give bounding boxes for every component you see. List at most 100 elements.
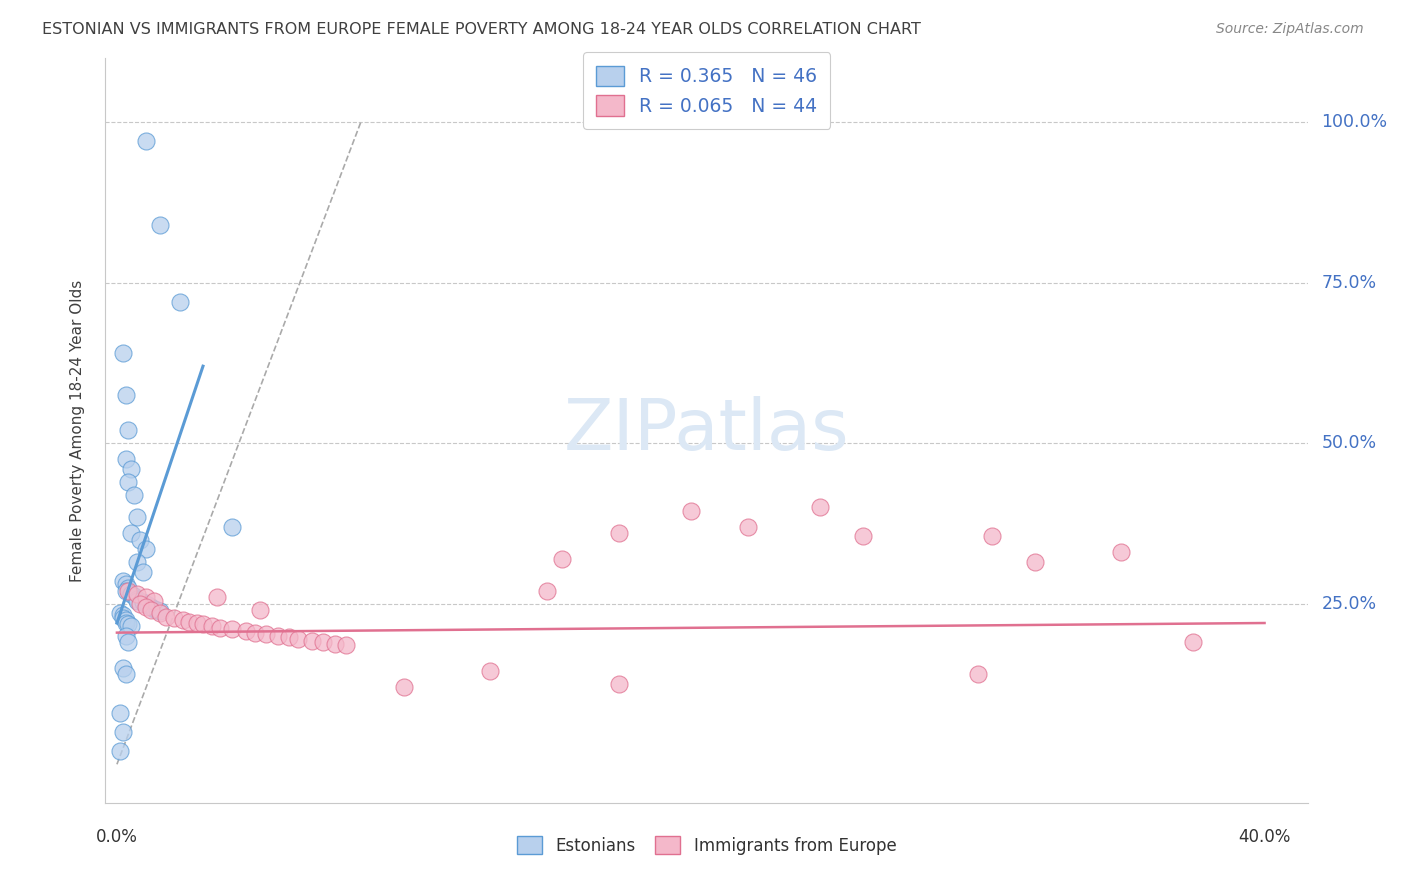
Point [120, 619, 142, 633]
Point [114, 577, 136, 591]
Text: 25.0%: 25.0% [1322, 595, 1376, 613]
Point [128, 597, 150, 611]
Point [550, 551, 572, 566]
Point [108, 744, 131, 758]
Point [207, 591, 229, 605]
Point [221, 623, 243, 637]
Point [125, 510, 148, 524]
Point [235, 624, 257, 638]
Point [221, 519, 243, 533]
Point [209, 620, 232, 634]
Point [143, 602, 166, 616]
Point [149, 604, 172, 618]
Point [243, 625, 266, 640]
Point [266, 629, 288, 643]
Legend: Estonians, Immigrants from Europe: Estonians, Immigrants from Europe [510, 830, 903, 862]
Point [117, 581, 139, 595]
Y-axis label: Female Poverty Among 18-24 Year Olds: Female Poverty Among 18-24 Year Olds [70, 279, 84, 582]
Point [536, 583, 558, 598]
Point [981, 529, 1004, 543]
Point [323, 636, 346, 650]
Point [607, 677, 630, 691]
Point [1024, 555, 1046, 569]
Point [607, 526, 630, 541]
Point [679, 503, 702, 517]
Point [141, 599, 163, 614]
Point [125, 555, 148, 569]
Point [186, 615, 208, 630]
Point [146, 603, 169, 617]
Point [117, 475, 139, 489]
Point [125, 591, 148, 606]
Point [114, 615, 136, 630]
Text: 0.0%: 0.0% [96, 828, 138, 846]
Text: ESTONIAN VS IMMIGRANTS FROM EUROPE FEMALE POVERTY AMONG 18-24 YEAR OLDS CORRELAT: ESTONIAN VS IMMIGRANTS FROM EUROPE FEMAL… [42, 22, 921, 37]
Point [111, 611, 134, 625]
Point [1109, 545, 1132, 559]
Point [111, 725, 134, 739]
Point [278, 630, 301, 644]
Point [122, 487, 145, 501]
Point [191, 617, 214, 632]
Point [163, 611, 186, 625]
Point [1181, 635, 1204, 649]
Point [737, 519, 759, 533]
Text: Source: ZipAtlas.com: Source: ZipAtlas.com [1216, 22, 1364, 37]
Point [108, 706, 131, 720]
Point [114, 388, 136, 402]
Point [135, 542, 157, 557]
Point [143, 593, 166, 607]
Point [177, 615, 200, 629]
Point [117, 583, 139, 598]
Point [128, 533, 150, 547]
Point [135, 591, 157, 605]
Point [117, 635, 139, 649]
Point [132, 595, 155, 609]
Point [111, 661, 134, 675]
Point [254, 627, 277, 641]
Point [120, 526, 142, 541]
Point [120, 587, 142, 601]
Point [111, 346, 134, 360]
Point [125, 587, 148, 601]
Point [117, 424, 139, 438]
Point [478, 664, 501, 678]
Point [169, 295, 191, 310]
Point [149, 607, 172, 621]
Point [111, 574, 134, 589]
Point [287, 632, 309, 646]
Point [114, 667, 136, 681]
Point [135, 597, 157, 611]
Point [201, 619, 224, 633]
Point [852, 529, 875, 543]
Text: 100.0%: 100.0% [1322, 113, 1388, 131]
Point [108, 607, 131, 621]
Text: 75.0%: 75.0% [1322, 274, 1376, 292]
Point [114, 452, 136, 467]
Point [125, 593, 148, 607]
Point [149, 218, 172, 232]
Point [135, 599, 157, 614]
Point [135, 135, 157, 149]
Point [312, 635, 335, 649]
Point [155, 609, 177, 624]
Point [249, 603, 271, 617]
Point [808, 500, 831, 515]
Point [138, 598, 160, 612]
Point [966, 667, 988, 681]
Point [120, 462, 142, 476]
Point [114, 629, 136, 643]
Point [301, 634, 323, 648]
Point [172, 613, 194, 627]
Text: 40.0%: 40.0% [1239, 828, 1291, 846]
Point [335, 639, 357, 653]
Point [141, 603, 163, 617]
Text: ZIPatlas: ZIPatlas [564, 396, 849, 465]
Point [111, 608, 134, 623]
Point [122, 589, 145, 603]
Point [392, 680, 415, 694]
Point [117, 617, 139, 632]
Point [114, 613, 136, 627]
Point [132, 565, 155, 579]
Point [114, 583, 136, 598]
